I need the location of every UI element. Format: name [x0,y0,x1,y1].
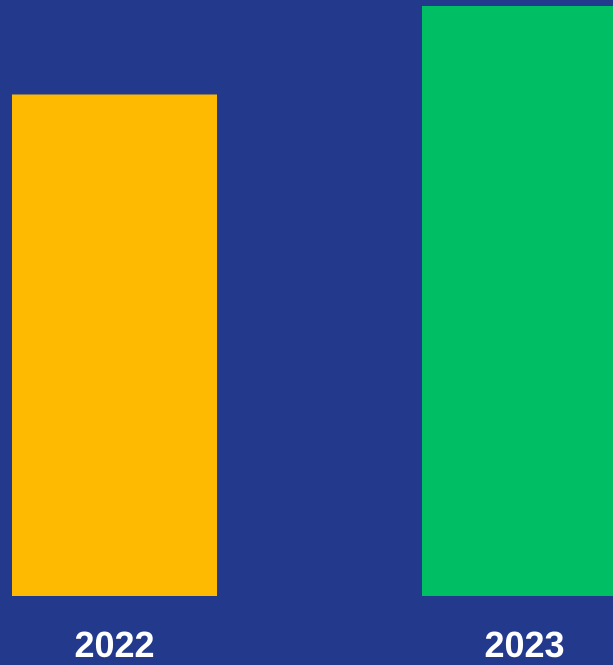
x-tick-label-2023: 2023 [484,624,564,665]
bar-2022 [12,94,217,596]
tick-labels-group: 2022 2023 [74,624,564,665]
bar-2023 [422,6,613,596]
x-tick-label-2022: 2022 [74,624,154,665]
bars-group [12,6,613,596]
